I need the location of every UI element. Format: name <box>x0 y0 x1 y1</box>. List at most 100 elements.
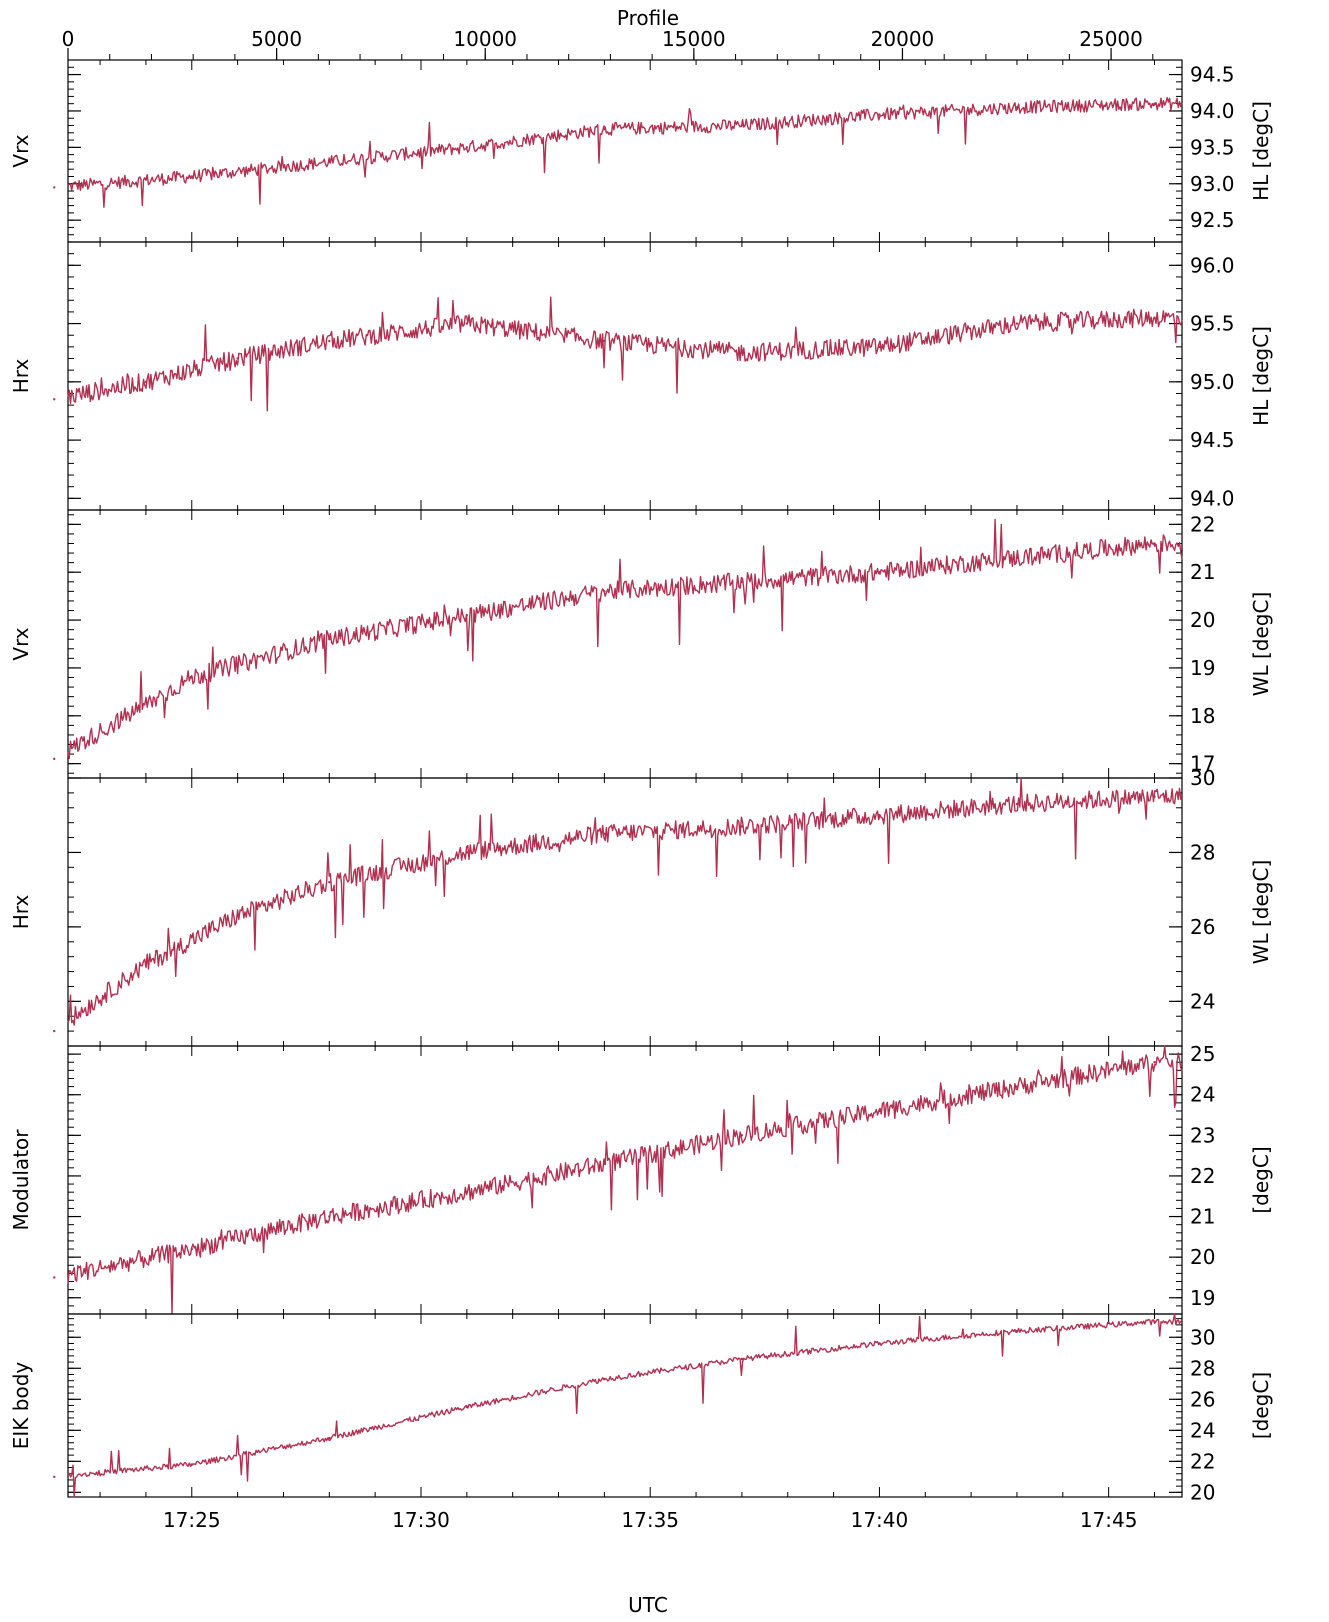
data-point <box>1153 1320 1156 1323</box>
y-tick-label: 20 <box>1190 1245 1215 1269</box>
data-point <box>1015 322 1019 325</box>
left-axis-label: Vrx <box>9 134 33 167</box>
bottom-utc-axis: 17:25 17:30 17:35 17:40 17:45 <box>163 1508 1138 1532</box>
data-point <box>878 814 881 817</box>
panel-frame <box>67 241 1183 511</box>
y-tick-label: 22 <box>1190 1449 1215 1473</box>
series-line <box>67 296 1183 412</box>
data-point <box>236 914 239 917</box>
y-tick-label: 30 <box>1190 1325 1215 1349</box>
data-point <box>328 339 331 343</box>
data-point <box>603 590 606 593</box>
right-axis-label: HL [degC] <box>1249 326 1273 426</box>
y-tick-label: 92.5 <box>1190 208 1235 232</box>
data-point <box>1153 102 1156 105</box>
data-point <box>190 1247 193 1251</box>
y-tick-label: 94.5 <box>1190 428 1235 452</box>
data-point <box>1153 1061 1156 1064</box>
panel-frame <box>67 777 1183 1047</box>
y-tick-label: 17 <box>1190 752 1215 776</box>
data-point <box>603 339 606 343</box>
data-point <box>878 345 881 349</box>
data-point <box>53 1029 56 1033</box>
bottom-tick-label: 17:30 <box>392 1508 450 1532</box>
panel-3: 17 18 19 20 21 22 Vrx WL [degC] <box>9 509 1273 779</box>
data-point <box>328 881 331 884</box>
top-tick-label: 20000 <box>871 27 935 51</box>
y-tick-label: 94.0 <box>1190 99 1235 123</box>
right-axis-label: [degC] <box>1249 1372 1273 1439</box>
data-point <box>1015 106 1019 109</box>
bottom-tick-label: 17:40 <box>851 1508 909 1532</box>
series-line <box>67 1045 1183 1315</box>
left-axis-label: Vrx <box>9 627 33 660</box>
data-point <box>878 1109 881 1113</box>
right-axis-label: WL [degC] <box>1249 592 1273 697</box>
y-tick-label: 28 <box>1190 840 1215 864</box>
y-tick-label: 94.0 <box>1190 486 1235 510</box>
data-point <box>1015 556 1019 560</box>
data-point <box>328 160 331 164</box>
bottom-tick-label: 17:45 <box>1080 1508 1138 1532</box>
panels: 92.5 93.0 93.5 94.0 94.5 Vrx HL [degC] 94.0 94.5… <box>9 59 1273 1504</box>
data-point <box>190 1463 193 1466</box>
data-point <box>328 638 331 641</box>
panel-6: 20 22 24 26 28 30 EIK body [degC] <box>9 1313 1273 1504</box>
y-tick-label: 22 <box>1190 1164 1215 1188</box>
bottom-axis-title: UTC <box>628 1593 668 1617</box>
y-tick-label: 24 <box>1190 1083 1215 1107</box>
left-axis-label: Hrx <box>9 895 33 930</box>
y-tick-label: 93.0 <box>1190 172 1235 196</box>
data-point <box>1153 316 1156 319</box>
y-tick-label: 25 <box>1190 1042 1215 1066</box>
data-point <box>236 357 239 360</box>
y-tick-label: 22 <box>1190 512 1215 536</box>
panel-frame <box>67 1313 1183 1498</box>
left-axis-label: EIK body <box>9 1362 33 1450</box>
y-tick-label: 21 <box>1190 1205 1215 1229</box>
data-point <box>740 825 744 828</box>
right-axis-label: HL [degC] <box>1249 101 1273 201</box>
y-tick-label: 26 <box>1190 915 1215 939</box>
panel-frame <box>67 509 1183 779</box>
data-point <box>465 322 469 325</box>
series-line <box>67 777 1183 1026</box>
bottom-tick-label: 17:25 <box>163 1508 221 1532</box>
y-tick-label: 20 <box>1190 608 1215 632</box>
data-point <box>190 676 193 679</box>
top-tick-label: 15000 <box>662 27 726 51</box>
data-point <box>740 1134 744 1137</box>
data-point <box>603 832 606 836</box>
data-point <box>878 1342 881 1345</box>
data-point <box>1015 1329 1019 1333</box>
data-point <box>1015 1085 1019 1088</box>
y-tick-label: 93.5 <box>1190 135 1235 159</box>
data-point <box>53 1475 56 1479</box>
data-point <box>1015 802 1019 806</box>
left-axis-label: Modulator <box>9 1129 33 1231</box>
data-point <box>603 1377 606 1381</box>
y-tick-label: 26 <box>1190 1387 1215 1411</box>
bottom-tick-label: 17:35 <box>621 1508 679 1532</box>
y-tick-label: 19 <box>1190 656 1215 680</box>
y-tick-label: 28 <box>1190 1356 1215 1380</box>
y-tick-label: 94.5 <box>1190 63 1235 87</box>
y-tick-label: 20 <box>1190 1480 1215 1504</box>
panel-1: 92.5 93.0 93.5 94.0 94.5 Vrx HL [degC] <box>9 59 1273 243</box>
data-point <box>465 851 469 854</box>
data-point <box>328 1436 331 1440</box>
panel-2: 94.0 94.5 95.0 95.5 96.0 Hrx HL [degC] <box>9 241 1273 511</box>
data-point <box>53 398 56 401</box>
top-tick-label: 5000 <box>251 27 302 51</box>
data-point <box>53 186 56 189</box>
y-tick-label: 19 <box>1190 1286 1215 1310</box>
top-tick-label: 10000 <box>453 27 517 51</box>
data-point <box>328 1215 331 1218</box>
data-point <box>190 175 193 178</box>
top-tick-label: 0 <box>62 27 75 51</box>
y-tick-label: 24 <box>1190 1418 1215 1442</box>
data-point <box>1153 542 1156 545</box>
panel-5: 19 20 21 22 23 24 25 Modulator [degC] <box>9 1042 1273 1315</box>
top-profile-axis: 0 5000 10000 15000 20000 25000 <box>62 27 1154 60</box>
